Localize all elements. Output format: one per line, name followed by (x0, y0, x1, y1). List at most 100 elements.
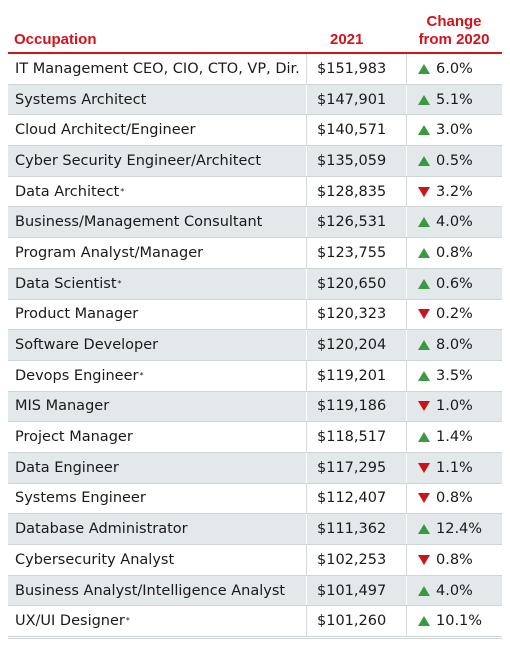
salary-cell: $140,571 (306, 115, 406, 146)
change-cell: 4.0% (406, 207, 502, 238)
change-value: 3.0% (436, 122, 473, 139)
table-row: MIS Manager $119,186 1.0% (8, 391, 502, 423)
occupation-name: IT Management CEO, CIO, CTO, VP, Dir. (15, 60, 300, 77)
salary-cell: $119,201 (306, 360, 406, 391)
change-cell: 1.4% (406, 422, 502, 452)
occupation-name: Data Architect (15, 183, 120, 200)
occupation-cell: Product Manager (15, 300, 303, 330)
table-row: Project Manager $118,517 1.4% (8, 422, 502, 453)
occupation-cell: MIS Manager (15, 392, 303, 422)
change-value: 3.5% (436, 367, 473, 384)
change-value: 8.0% (436, 337, 473, 354)
occupation-cell: Cloud Architect/Engineer (15, 115, 303, 145)
change-cell: 5.1% (406, 84, 502, 115)
occupation-cell: Devops Engineer * (15, 367, 144, 384)
table-row: Business Analyst/Intelligence Analyst $10… (8, 575, 502, 607)
change-cell: 0.8% (406, 483, 502, 514)
change-cell: 12.4% (406, 514, 502, 544)
up-triangle-icon (418, 616, 430, 627)
table-row: UX/UI Designer * $101,260 10.1% (8, 606, 502, 638)
table-header: Occupation 2021 Change from 2020 (0, 0, 510, 52)
salary-cell: $147,901 (306, 84, 406, 115)
occupation-cell: Systems Architect (15, 85, 303, 115)
change-header-line2: from 2020 (418, 31, 490, 48)
table-row: Cyber Security Engineer/Architect $135,05… (8, 146, 502, 177)
occupation-cell: UX/UI Designer * (15, 613, 130, 630)
down-triangle-icon (418, 493, 430, 504)
up-triangle-icon (418, 155, 430, 166)
up-triangle-icon (418, 340, 430, 351)
salary-cell: $117,295 (306, 452, 406, 483)
salary-cell: $126,531 (306, 207, 406, 238)
table-row: Data Scientist * $120,650 0.6% (8, 268, 502, 300)
change-value: 5.1% (436, 91, 473, 108)
table-row: IT Management CEO, CIO, CTO, VP, Dir. $15… (8, 54, 502, 85)
change-column-header: Change from 2020 (408, 13, 500, 49)
up-triangle-icon (418, 217, 430, 228)
occupation-name: Data Scientist (15, 275, 117, 292)
salary-cell: $119,186 (306, 391, 406, 422)
occupation-cell: Data Architect * (15, 183, 125, 200)
occupation-column-header: Occupation (14, 31, 97, 48)
table-row: Systems Engineer $112,407 0.8% (8, 483, 502, 515)
change-value: 0.2% (436, 306, 473, 323)
occupation-name: Systems Architect (15, 91, 147, 108)
salary-cell: $101,497 (306, 575, 406, 606)
occupation-cell: Database Administrator (15, 514, 303, 544)
up-triangle-icon (418, 370, 430, 381)
table-row: Data Engineer $117,295 1.1% (8, 452, 502, 484)
occupation-name: Cloud Architect/Engineer (15, 122, 196, 139)
table-bottom-border (8, 638, 502, 639)
change-cell: 3.0% (406, 115, 502, 146)
change-cell: 1.0% (406, 391, 502, 422)
change-value: 0.8% (436, 551, 473, 568)
salary-cell: $120,204 (306, 330, 406, 360)
change-cell: 4.0% (406, 575, 502, 606)
header-divider (8, 52, 502, 54)
salary-cell: $123,755 (306, 238, 406, 268)
up-triangle-icon (418, 125, 430, 136)
table-row: Data Architect * $128,835 3.2% (8, 176, 502, 208)
change-value: 6.0% (436, 60, 473, 77)
occupation-name: Cyber Security Engineer/Architect (15, 152, 262, 169)
occupation-cell: Cybersecurity Analyst (15, 545, 303, 575)
salary-cell: $102,253 (306, 545, 406, 575)
down-triangle-icon (418, 309, 430, 320)
change-value: 1.4% (436, 429, 473, 446)
up-triangle-icon (418, 585, 430, 596)
table-row: Business/Management Consultant $126,531 4.… (8, 207, 502, 239)
change-cell: 8.0% (406, 330, 502, 360)
change-cell: 1.1% (406, 452, 502, 483)
occupation-name: Business Analyst/Intelligence Analyst (15, 582, 286, 599)
change-value: 10.1% (436, 613, 483, 630)
table-row: Program Analyst/Manager $123,755 0.8% (8, 238, 502, 269)
occupation-name: Project Manager (15, 429, 133, 446)
down-triangle-icon (418, 401, 430, 412)
change-value: 4.0% (436, 214, 473, 231)
year-column-header: 2021 (330, 31, 364, 48)
change-cell: 0.6% (406, 268, 502, 299)
salary-table-body: IT Management CEO, CIO, CTO, VP, Dir. $15… (8, 54, 502, 638)
table-row: Systems Architect $147,901 5.1% (8, 84, 502, 116)
occupation-name: Database Administrator (15, 521, 188, 538)
salary-cell: $118,517 (306, 422, 406, 452)
occupation-name: MIS Manager (15, 398, 110, 415)
salary-cell: $111,362 (306, 514, 406, 544)
change-cell: 3.5% (406, 360, 502, 391)
up-triangle-icon (418, 63, 430, 74)
occupation-cell: Data Engineer (15, 453, 303, 483)
change-value: 0.8% (436, 490, 473, 507)
occupation-name: Business/Management Consultant (15, 214, 263, 231)
salary-cell: $135,059 (306, 146, 406, 176)
salary-cell: $120,323 (306, 299, 406, 330)
occupation-cell: Systems Engineer (15, 484, 303, 514)
occupation-name: Data Engineer (15, 459, 119, 476)
occupation-name: Software Developer (15, 337, 159, 354)
change-cell: 10.1% (406, 606, 502, 637)
up-triangle-icon (418, 94, 430, 105)
change-value: 0.8% (436, 244, 473, 261)
salary-cell: $112,407 (306, 483, 406, 514)
salary-cell: $120,650 (306, 268, 406, 299)
change-header-line1: Change (426, 13, 482, 30)
occupation-cell: Software Developer (15, 330, 303, 360)
